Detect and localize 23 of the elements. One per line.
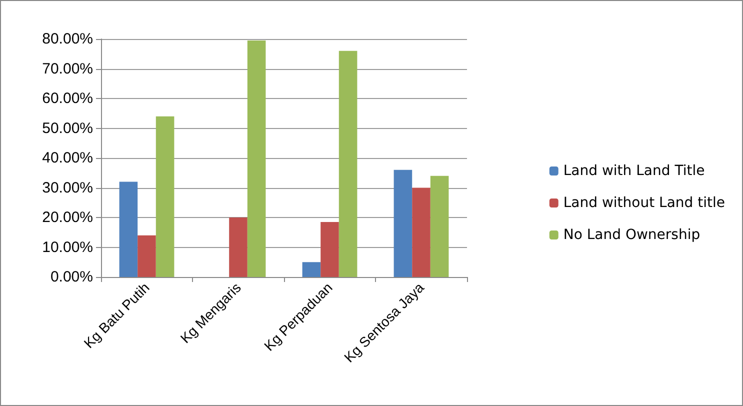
bar (394, 170, 412, 277)
y-tick-label: 0.00% (50, 268, 93, 286)
bar (247, 40, 266, 277)
bar (412, 188, 430, 277)
y-tick-label: 40.00% (42, 150, 93, 166)
y-tick-label: 50.00% (42, 120, 93, 137)
y-tick-label: 20.00% (42, 209, 93, 226)
legend-label: Land without Land title (563, 195, 726, 211)
legend-label: Land with Land Title (563, 163, 705, 179)
bar (302, 262, 321, 277)
y-tick-label: 10.00% (42, 238, 93, 256)
y-tick-label: 70.00% (42, 60, 93, 78)
y-tick-label: 80.00% (42, 30, 93, 48)
bar (156, 116, 174, 277)
bar (338, 50, 358, 277)
bar (320, 222, 339, 277)
bar (229, 218, 248, 277)
y-tick-label: 30.00% (42, 179, 93, 196)
legend-label: No Land Ownership (563, 227, 700, 243)
y-tick-label: 60.00% (42, 90, 93, 107)
bar (430, 176, 449, 277)
bar (138, 235, 156, 277)
bar (119, 182, 138, 277)
